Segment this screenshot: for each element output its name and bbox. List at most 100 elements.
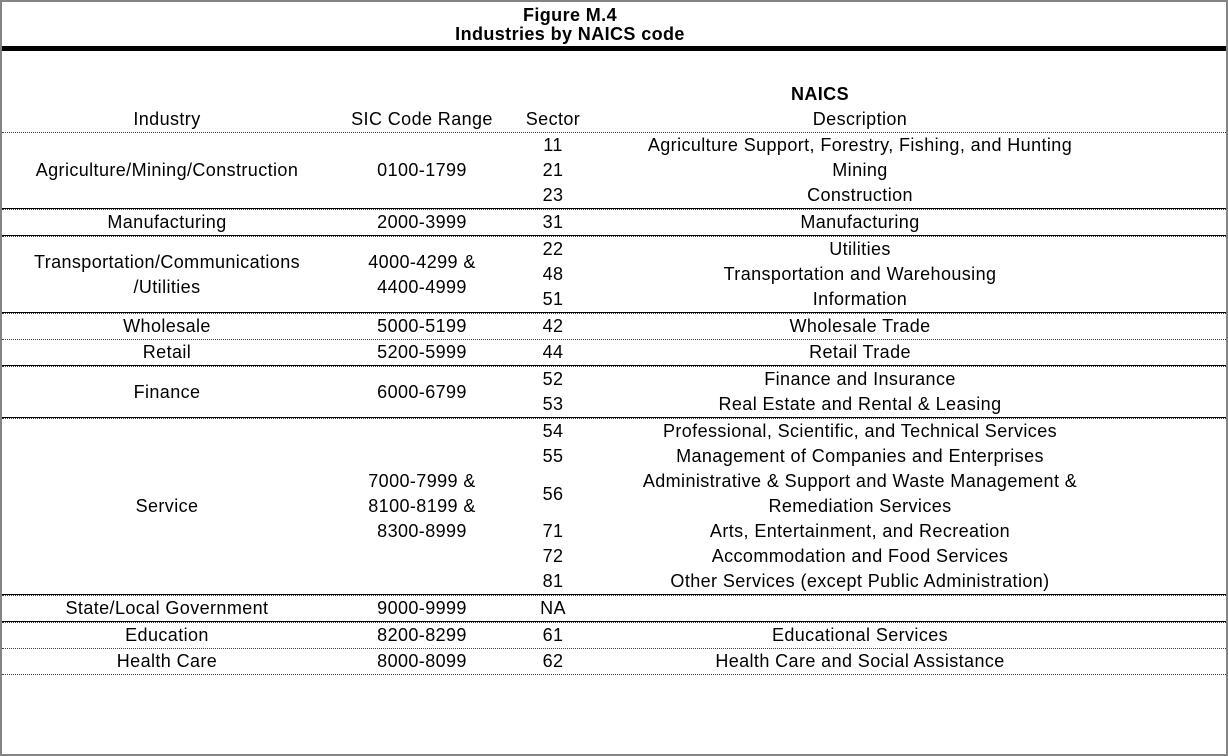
sector-row: 72 Accommodation and Food Services [512, 544, 1226, 569]
sector-row: 81 Other Services (except Public Administ… [512, 569, 1226, 594]
sector-row: 56 Administrative & Support and Waste Man… [512, 469, 1226, 519]
naics-description: Management of Companies and Enterprises [594, 444, 1126, 469]
sector-rows: 61 Educational Services [512, 623, 1226, 648]
naics-sector-code: 62 [542, 651, 564, 671]
sector-row: 42 Wholesale Trade [512, 314, 1226, 339]
naics-description: Real Estate and Rental & Leasing [594, 392, 1126, 417]
naics-sector-code: 55 [542, 446, 564, 466]
sector-rows: 11 Agriculture Support, Forestry, Fishing… [512, 133, 1226, 208]
text-line: Information [812, 289, 908, 309]
naics-description: Retail Trade [594, 340, 1126, 365]
naics-sector-code: 54 [542, 421, 564, 441]
sector-rows: 22 Utilities 48 Transportation and Warehous… [512, 237, 1226, 312]
sic-code-range-cell: 4000-4299 & 4400-4999 [332, 237, 512, 312]
sector-row: 44 Retail Trade [512, 340, 1226, 365]
naics-sector-code: NA [540, 598, 566, 618]
title-rule [2, 46, 1226, 51]
text-line: Agriculture/Mining/Construction [35, 160, 299, 180]
text-line: /Utilities [133, 276, 201, 297]
text-line: Administrative & Support and Waste Manag… [642, 471, 1078, 491]
industry-name-cell: Service [2, 419, 332, 594]
naics-description: Mining [594, 158, 1126, 183]
industry-name-cell: Retail [2, 340, 332, 365]
naics-description: Utilities [594, 237, 1126, 262]
text-line: State/Local Government [65, 598, 269, 618]
sector-row: 51 Information [512, 287, 1226, 312]
table-header-row: Industry SIC Code Range Sector Descripti… [2, 107, 1226, 132]
naics-description: Agriculture Support, Forestry, Fishing, … [594, 133, 1126, 158]
text-line: 8100-8199 & [368, 496, 476, 516]
naics-sector-code: 72 [542, 546, 564, 566]
text-line: Other Services (except Public Administra… [670, 571, 1050, 591]
naics-description: Health Care and Social Assistance [594, 649, 1126, 674]
sic-code-range-cell: 6000-6799 [332, 367, 512, 417]
naics-sector-code: 23 [542, 185, 564, 205]
column-header-sic-code-range: SIC Code Range [351, 109, 493, 129]
industry-name-cell: Transportation/Communications/Utilities [2, 237, 332, 312]
industry-name-cell: Education [2, 623, 332, 648]
naics-sector-code: 48 [542, 264, 564, 284]
naics-description: Construction [594, 183, 1126, 208]
text-line: Management of Companies and Enterprises [676, 446, 1044, 466]
text-line: Health Care [116, 651, 218, 671]
industry-name-cell: State/Local Government [2, 596, 332, 621]
figure-title: Figure M.4 [522, 5, 617, 25]
naics-group-header-row: NAICS [2, 82, 1226, 107]
text-line: 8300-8999 [377, 521, 467, 541]
text-line: Education [125, 625, 209, 645]
naics-description: Other Services (except Public Administra… [594, 569, 1126, 594]
column-header-industry: Industry [133, 109, 201, 129]
header-separator [2, 132, 1226, 133]
industry-group-row: Health Care 8000-8099 62 Health Care and So… [2, 649, 1226, 674]
sector-row: 31 Manufacturing [512, 210, 1226, 235]
group-separator [2, 339, 1226, 340]
text-line: 4400-4999 [377, 276, 467, 297]
naics-sector-code: 81 [542, 571, 564, 591]
naics-description: Administrative & Support and Waste Manag… [594, 469, 1126, 519]
group-separator [2, 365, 1226, 367]
naics-sector-code: 52 [542, 369, 564, 389]
sector-rows: 54 Professional, Scientific, and Technica… [512, 419, 1226, 594]
text-line: Educational Services [771, 625, 949, 645]
text-line: Retail Trade [809, 342, 911, 362]
sector-row: 55 Management of Companies and Enterprise… [512, 444, 1226, 469]
industry-group-row: State/Local Government 9000-9999 NA [2, 596, 1226, 621]
naics-sector-code: 31 [542, 212, 564, 232]
naics-description: Accommodation and Food Services [594, 544, 1126, 569]
column-group-header-naics: NAICS [790, 84, 849, 104]
text-line: 0100-1799 [377, 160, 467, 180]
text-line: Wholesale Trade [789, 316, 931, 336]
sector-row: 54 Professional, Scientific, and Technica… [512, 419, 1226, 444]
text-line: Remediation Services [768, 496, 952, 516]
group-separator [2, 235, 1226, 237]
group-separator [2, 674, 1226, 675]
sic-code-range-cell: 8000-8099 [332, 649, 512, 674]
naics-sector-code: 11 [543, 135, 563, 155]
group-separator [2, 594, 1226, 596]
naics-sector-code: 21 [542, 160, 564, 180]
text-line: Manufacturing [107, 212, 227, 232]
sector-row: 62 Health Care and Social Assistance [512, 649, 1226, 674]
text-line: Arts, Entertainment, and Recreation [709, 521, 1011, 541]
sector-row: 23 Construction [512, 183, 1226, 208]
sector-rows: 52 Finance and Insurance 53 Real Estate and… [512, 367, 1226, 417]
industry-group-row: Manufacturing 2000-3999 31 Manufacturing [2, 210, 1226, 235]
column-header-description: Description [812, 109, 908, 129]
text-line: Service [135, 496, 199, 516]
text-line: 9000-9999 [377, 598, 467, 618]
naics-description: Manufacturing [594, 210, 1126, 235]
group-separator [2, 621, 1226, 623]
sic-code-range-cell: 7000-7999 & 8100-8199 & 8300-8999 [332, 419, 512, 594]
sector-rows: 62 Health Care and Social Assistance [512, 649, 1226, 674]
naics-sector-code: 53 [542, 394, 564, 414]
industry-name-cell: Health Care [2, 649, 332, 674]
table-body: Agriculture/Mining/Construction 0100-1799… [2, 133, 1226, 675]
naics-sector-code: 22 [542, 239, 564, 259]
text-line: Wholesale [123, 316, 211, 336]
industry-group-row: Transportation/Communications/Utilities 4… [2, 237, 1226, 312]
text-line: Transportation/Communications [33, 251, 301, 272]
naics-sector-code: 56 [542, 483, 564, 504]
naics-description: Information [594, 287, 1126, 312]
sector-rows: 31 Manufacturing [512, 210, 1226, 235]
